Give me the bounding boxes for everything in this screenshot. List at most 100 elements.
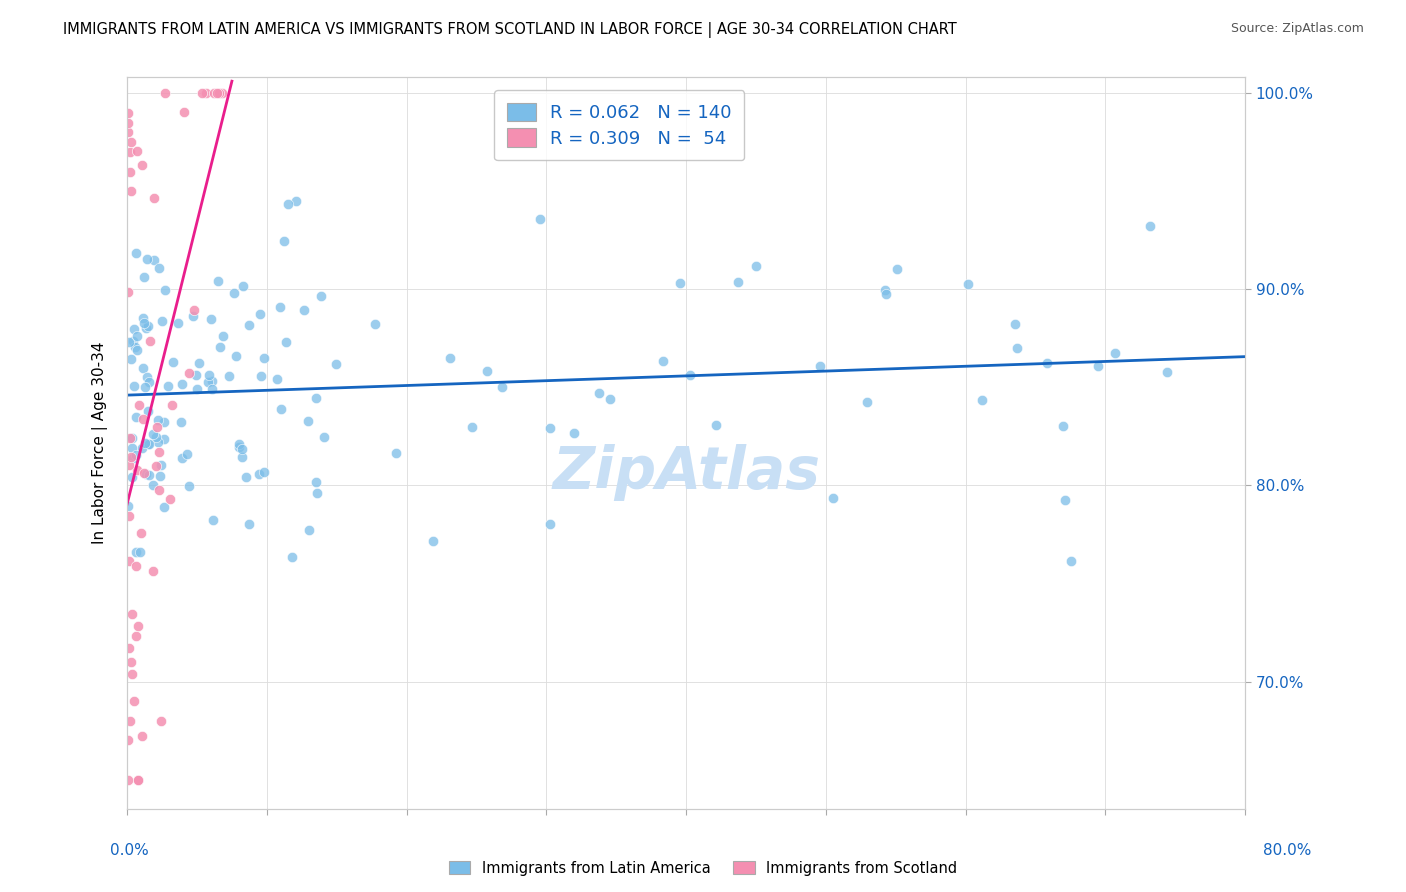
Point <box>202 86 225 100</box>
Point <box>821 491 844 505</box>
Point <box>152 500 174 515</box>
Point <box>153 433 176 447</box>
Point <box>146 420 169 434</box>
Point <box>118 145 141 159</box>
Point <box>1052 418 1074 433</box>
Point <box>668 277 690 291</box>
Point <box>117 125 139 139</box>
Point <box>1004 318 1026 332</box>
Point <box>145 430 167 444</box>
Point <box>121 667 143 681</box>
Point <box>222 285 245 300</box>
Point <box>125 410 148 425</box>
Point <box>1139 219 1161 233</box>
Point <box>131 441 153 455</box>
Point <box>129 525 152 540</box>
Point <box>136 318 159 333</box>
Point <box>875 284 897 298</box>
Point <box>1036 356 1059 370</box>
Point <box>136 252 159 266</box>
Point <box>238 517 260 532</box>
Point <box>121 432 143 446</box>
Point <box>277 197 299 211</box>
Point <box>148 434 170 449</box>
Point <box>127 619 149 633</box>
Point <box>184 368 207 383</box>
Point <box>364 318 387 332</box>
Point <box>170 450 193 465</box>
Point <box>149 714 172 728</box>
Point <box>122 334 145 349</box>
Point <box>157 379 180 393</box>
Point <box>1104 346 1126 360</box>
Point <box>127 772 149 787</box>
Text: IMMIGRANTS FROM LATIN AMERICA VS IMMIGRANTS FROM SCOTLAND IN LABOR FORCE | AGE 3: IMMIGRANTS FROM LATIN AMERICA VS IMMIGRA… <box>63 22 957 38</box>
Point <box>875 287 897 301</box>
Point <box>1060 554 1083 568</box>
Point <box>461 419 484 434</box>
Point <box>139 334 162 348</box>
Point <box>118 641 141 656</box>
Point <box>149 458 172 472</box>
Point <box>385 446 408 460</box>
Point <box>120 655 142 669</box>
Point <box>122 694 145 708</box>
Point <box>153 283 176 297</box>
Point <box>160 399 183 413</box>
Point <box>143 191 166 205</box>
Point <box>886 261 908 276</box>
Point <box>253 466 276 480</box>
Point <box>125 559 148 574</box>
Point <box>225 349 247 363</box>
Point <box>475 364 498 378</box>
Point <box>218 368 240 383</box>
Point <box>651 354 673 368</box>
Point <box>132 361 155 376</box>
Point <box>529 211 551 226</box>
Point <box>228 436 250 450</box>
Point <box>117 772 139 787</box>
Point <box>132 412 155 426</box>
Point <box>135 467 157 481</box>
Point <box>312 430 335 444</box>
Point <box>1053 493 1076 508</box>
Point <box>125 629 148 643</box>
Point <box>956 277 979 291</box>
Point <box>176 447 198 461</box>
Point <box>124 322 146 336</box>
Point <box>117 733 139 747</box>
Point <box>970 392 993 407</box>
Point <box>276 335 298 350</box>
Point <box>167 316 190 330</box>
Point <box>120 135 142 149</box>
Point <box>136 403 159 417</box>
Point <box>159 491 181 506</box>
Point <box>228 440 250 454</box>
Point <box>249 368 271 383</box>
Point <box>141 427 163 442</box>
Point <box>124 448 146 462</box>
Point <box>124 340 146 354</box>
Point <box>208 86 231 100</box>
Point <box>232 279 254 293</box>
Point <box>704 418 727 433</box>
Point <box>128 398 150 412</box>
Point <box>538 516 561 531</box>
Point <box>198 368 221 383</box>
Point <box>132 310 155 325</box>
Point <box>134 270 156 285</box>
Point <box>142 478 165 492</box>
Point <box>727 275 749 289</box>
Point <box>127 144 149 158</box>
Point <box>118 164 141 178</box>
Point <box>186 382 208 396</box>
Point <box>149 469 172 483</box>
Point <box>231 442 253 456</box>
Point <box>121 470 143 484</box>
Point <box>134 436 156 450</box>
Point <box>153 415 176 429</box>
Point <box>808 359 831 373</box>
Point <box>249 307 271 321</box>
Point <box>135 370 157 384</box>
Point <box>305 475 328 490</box>
